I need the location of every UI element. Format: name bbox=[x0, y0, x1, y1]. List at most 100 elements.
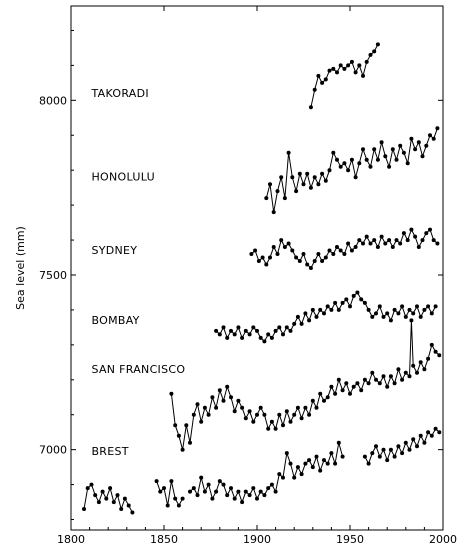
data-point bbox=[398, 143, 403, 148]
data-point bbox=[348, 391, 352, 396]
data-point bbox=[318, 307, 323, 312]
data-point bbox=[359, 388, 364, 393]
data-point bbox=[273, 489, 278, 494]
data-point bbox=[413, 147, 418, 152]
x-tick-label: 1900 bbox=[243, 533, 271, 545]
data-point bbox=[351, 293, 356, 298]
data-point bbox=[433, 426, 438, 431]
data-point bbox=[364, 234, 369, 239]
data-point bbox=[405, 161, 410, 166]
data-point bbox=[243, 416, 248, 421]
y-tick-label: 7500 bbox=[39, 269, 67, 282]
data-point bbox=[288, 419, 293, 424]
data-point bbox=[247, 332, 252, 337]
data-point bbox=[385, 384, 390, 389]
data-point bbox=[418, 314, 423, 319]
data-point bbox=[361, 73, 365, 78]
data-point bbox=[225, 335, 230, 340]
data-point bbox=[338, 248, 343, 253]
data-point bbox=[338, 164, 343, 169]
data-point bbox=[308, 105, 313, 110]
data-point bbox=[282, 245, 287, 249]
data-point bbox=[255, 412, 259, 417]
data-point bbox=[217, 388, 222, 393]
data-point bbox=[180, 447, 185, 452]
data-point bbox=[387, 164, 392, 169]
data-point bbox=[312, 87, 317, 92]
data-point bbox=[377, 304, 382, 309]
station-label-honolulu: HONOLULU bbox=[91, 171, 154, 184]
data-point bbox=[357, 63, 362, 68]
data-point bbox=[331, 66, 336, 71]
data-point bbox=[303, 405, 308, 410]
data-point bbox=[375, 42, 380, 47]
data-point bbox=[214, 489, 219, 494]
data-point bbox=[188, 440, 192, 445]
data-point bbox=[390, 245, 395, 249]
series-line-san-francisco bbox=[170, 320, 440, 450]
x-tick-label: 1800 bbox=[57, 533, 85, 545]
station-label-bombay: BOMBAY bbox=[91, 314, 139, 327]
data-point bbox=[364, 59, 369, 64]
data-point bbox=[349, 157, 354, 162]
data-point bbox=[362, 300, 367, 305]
data-point bbox=[400, 304, 405, 309]
data-point bbox=[307, 458, 312, 463]
data-point bbox=[281, 475, 285, 480]
data-point bbox=[202, 489, 207, 494]
x-tick-label: 1950 bbox=[336, 533, 364, 545]
data-point bbox=[176, 503, 181, 508]
data-point bbox=[387, 238, 392, 243]
data-point bbox=[266, 332, 271, 337]
data-point bbox=[188, 489, 192, 494]
data-point bbox=[214, 328, 219, 333]
data-point bbox=[262, 339, 267, 344]
data-point bbox=[307, 412, 312, 417]
series-sydney bbox=[249, 227, 440, 270]
data-point bbox=[122, 496, 127, 501]
data-point bbox=[407, 374, 412, 379]
data-point bbox=[221, 325, 226, 330]
data-point bbox=[266, 426, 271, 431]
data-point bbox=[281, 423, 285, 428]
data-point bbox=[370, 314, 375, 319]
data-point bbox=[180, 496, 185, 501]
data-point bbox=[184, 423, 189, 428]
data-point bbox=[281, 332, 285, 337]
data-point bbox=[268, 182, 272, 187]
data-point bbox=[429, 342, 434, 347]
data-point bbox=[253, 248, 258, 253]
data-point bbox=[401, 150, 406, 155]
data-point bbox=[383, 241, 388, 246]
series-line-takoradi bbox=[310, 44, 379, 108]
data-point bbox=[279, 238, 284, 243]
series-bombay bbox=[214, 290, 438, 344]
data-point bbox=[236, 489, 241, 494]
data-point bbox=[370, 370, 375, 375]
data-point bbox=[340, 454, 345, 459]
data-point bbox=[407, 307, 412, 312]
data-point bbox=[411, 311, 416, 316]
data-point bbox=[288, 328, 293, 333]
data-point bbox=[435, 126, 440, 131]
series-layer bbox=[82, 42, 442, 515]
data-point bbox=[316, 252, 321, 256]
data-point bbox=[372, 147, 377, 152]
data-point bbox=[392, 307, 397, 312]
data-point bbox=[372, 238, 377, 243]
data-point bbox=[331, 252, 336, 256]
series-takoradi bbox=[308, 42, 380, 110]
series-line-honolulu bbox=[265, 128, 438, 213]
data-point bbox=[262, 493, 267, 498]
data-point bbox=[346, 63, 351, 68]
data-point bbox=[385, 458, 390, 463]
data-point bbox=[191, 486, 196, 491]
data-point bbox=[290, 248, 295, 253]
data-point bbox=[322, 398, 326, 403]
data-point bbox=[394, 238, 399, 243]
data-point bbox=[342, 252, 347, 256]
data-point bbox=[388, 447, 393, 452]
data-point bbox=[199, 419, 204, 424]
data-point bbox=[251, 419, 256, 424]
